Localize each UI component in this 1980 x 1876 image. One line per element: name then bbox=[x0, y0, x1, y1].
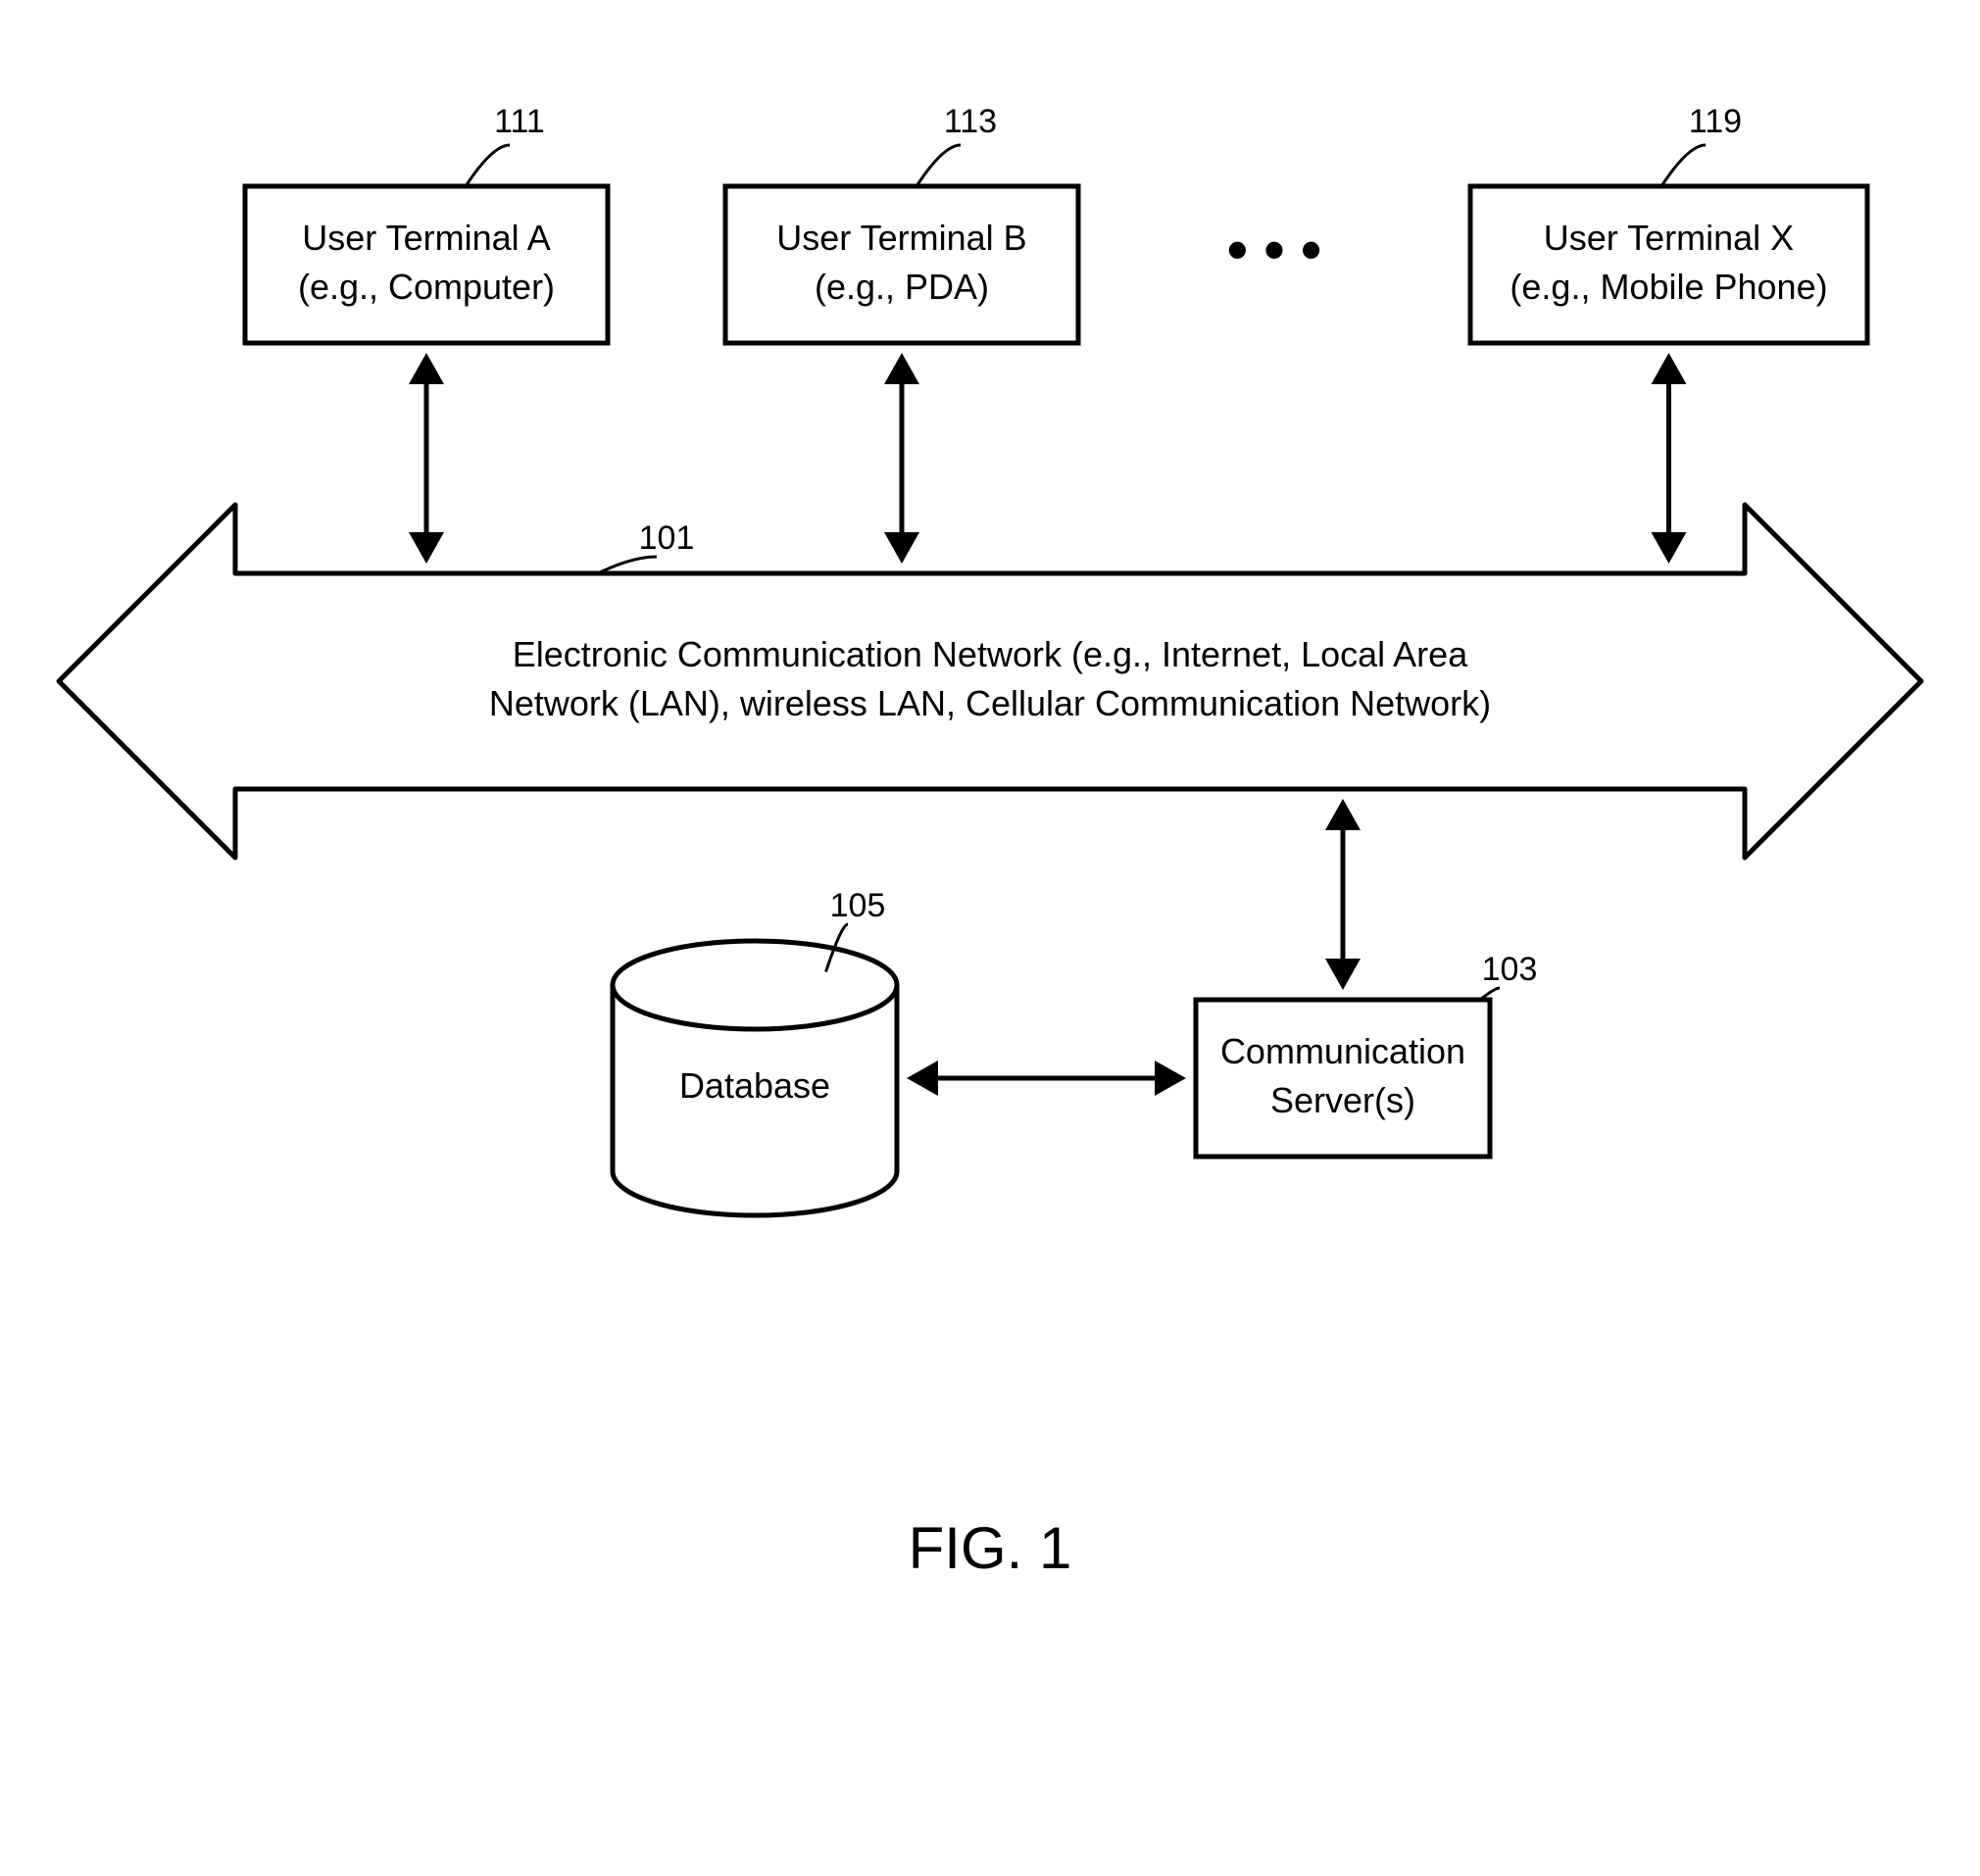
network-bus bbox=[59, 505, 1921, 858]
terminal-line1: User Terminal B bbox=[776, 218, 1026, 258]
terminal-line1: User Terminal X bbox=[1544, 218, 1794, 258]
figure-stage: User Terminal A (e.g., Computer) 111 User T… bbox=[0, 0, 1980, 1876]
database-label: Database bbox=[679, 1065, 830, 1106]
bus-ref: 101 bbox=[639, 519, 695, 557]
server-line1: Communication bbox=[1220, 1031, 1465, 1071]
terminal-line1: User Terminal A bbox=[302, 218, 550, 258]
ellipsis: • • • bbox=[1227, 217, 1321, 282]
database-ref: 105 bbox=[830, 887, 886, 924]
diagram-svg: User Terminal A (e.g., Computer) 111 User T… bbox=[0, 0, 1980, 1876]
terminal-line2: (e.g., PDA) bbox=[815, 267, 989, 307]
server-ref: 103 bbox=[1482, 951, 1538, 988]
figure-caption: FIG. 1 bbox=[909, 1515, 1072, 1581]
terminal-line2: (e.g., Mobile Phone) bbox=[1510, 267, 1827, 307]
terminal-line2: (e.g., Computer) bbox=[298, 267, 555, 307]
server-line2: Server(s) bbox=[1270, 1080, 1415, 1120]
database-cylinder-top bbox=[613, 941, 897, 1029]
terminal-ref: 111 bbox=[494, 103, 545, 140]
bus-line2: Network (LAN), wireless LAN, Cellular Co… bbox=[489, 683, 1491, 723]
terminal-ref: 113 bbox=[944, 103, 997, 140]
bus-line1: Electronic Communication Network (e.g., … bbox=[513, 634, 1468, 674]
terminal-ref: 119 bbox=[1689, 103, 1742, 140]
